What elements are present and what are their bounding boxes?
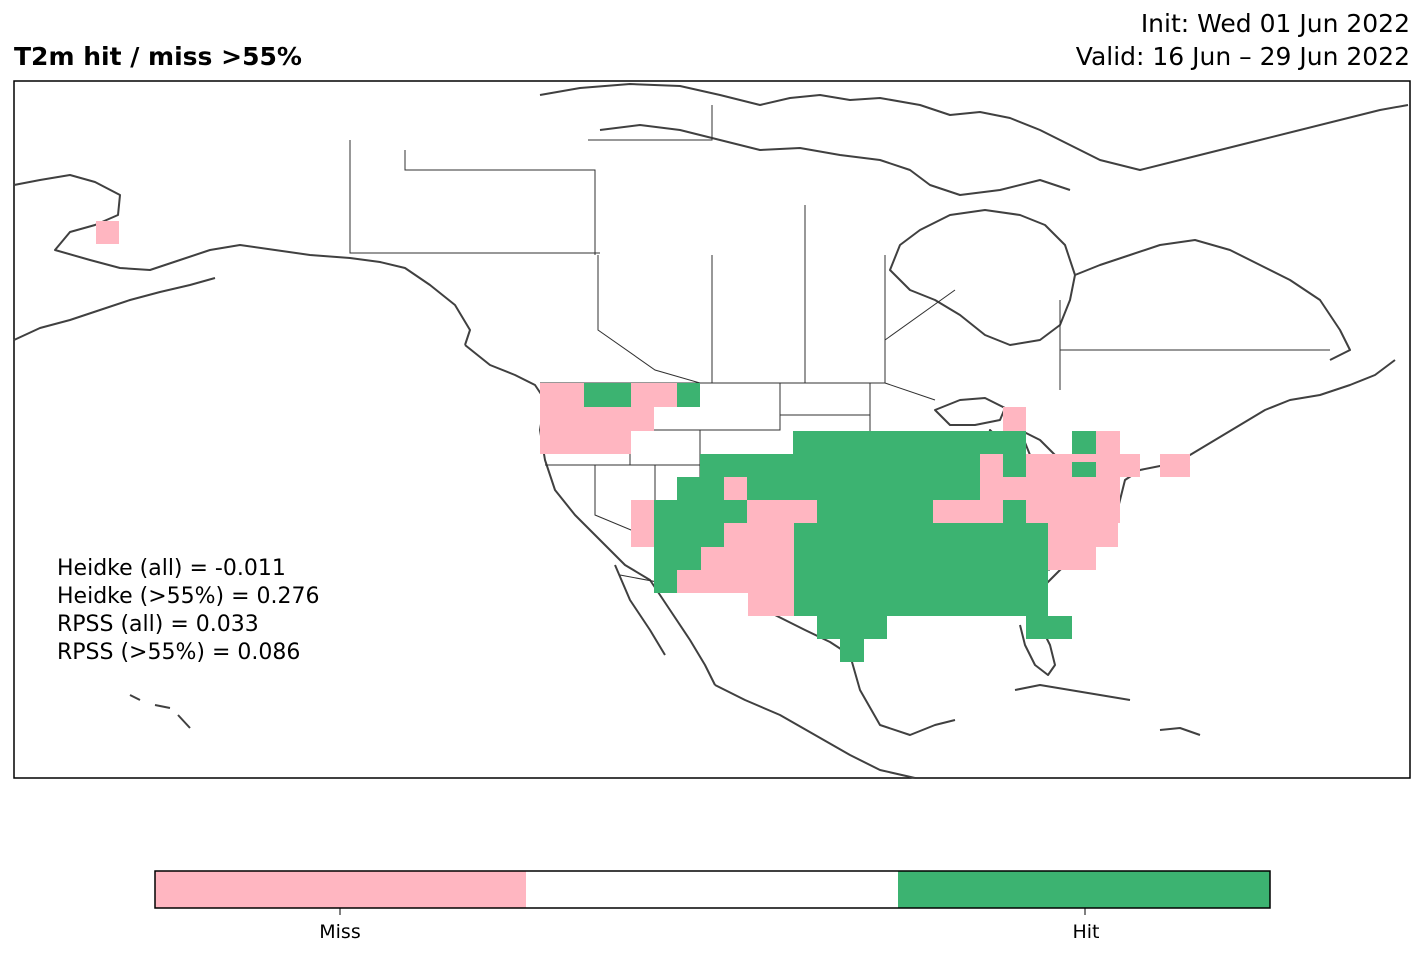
stat-rpss-all: RPSS (all) = 0.033	[57, 612, 259, 637]
colorbar-frame	[154, 870, 1271, 909]
valid-range: Valid: 16 Jun – 29 Jun 2022	[1075, 42, 1410, 71]
colorbar-label-miss: Miss	[319, 921, 361, 943]
score-stats: Heidke (all) = -0.011 Heidke (>55%) = 0.…	[57, 555, 320, 667]
colorbar-hit	[898, 871, 1270, 908]
map-title: T2m hit / miss >55%	[14, 42, 302, 71]
stat-heidke-all: Heidke (all) = -0.011	[57, 556, 286, 581]
map-frame	[13, 80, 1411, 779]
init-date: Init: Wed 01 Jun 2022	[1140, 9, 1410, 38]
colorbar-neutral	[526, 871, 898, 908]
colorbar-miss	[155, 871, 526, 908]
stat-rpss-55: RPSS (>55%) = 0.086	[57, 640, 301, 665]
hit-miss-cells	[96, 221, 1190, 662]
colorbar-label-hit: Hit	[1072, 921, 1100, 943]
stat-heidke-55: Heidke (>55%) = 0.276	[57, 584, 320, 609]
